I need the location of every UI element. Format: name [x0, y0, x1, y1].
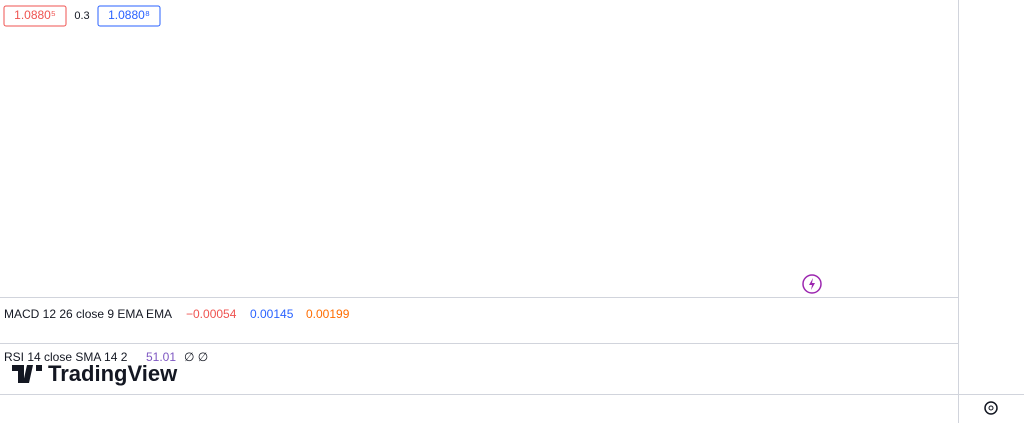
- macd-histogram-value: −0.00054: [186, 307, 237, 321]
- settings-gear[interactable]: [984, 401, 998, 415]
- watermark-text: TradingView: [48, 361, 178, 386]
- macd-legend: MACD 12 26 close 9 EMA EMA −0.00054 0.00…: [4, 307, 350, 321]
- header: 1.0880⁵ 0.3 1.0880⁸: [3, 5, 161, 27]
- spread: 0.3: [74, 10, 89, 22]
- rsi-legend: RSI 14 close SMA 14 2 51.01 ∅ ∅: [4, 350, 208, 364]
- settings-center: [988, 405, 994, 411]
- alert-icon[interactable]: [802, 274, 822, 294]
- macd-value: 0.00145: [250, 307, 294, 321]
- rsi-label: RSI 14 close SMA 14 2: [4, 350, 128, 364]
- bid-price: 1.0880⁵: [14, 8, 56, 22]
- watermark: TradingView: [12, 361, 178, 386]
- logo: [12, 365, 42, 383]
- settings[interactable]: [984, 401, 998, 415]
- macd-label: MACD 12 26 close 9 EMA EMA: [4, 307, 172, 321]
- macd-signal-value: 0.00199: [306, 307, 350, 321]
- alert-bolt: [809, 278, 815, 290]
- rsi-na: ∅ ∅: [184, 350, 208, 364]
- ask-box[interactable]: [97, 5, 161, 27]
- rsi-value: 51.01: [146, 350, 176, 364]
- ask-price: 1.0880⁸: [108, 8, 150, 22]
- bid-box[interactable]: [3, 5, 67, 27]
